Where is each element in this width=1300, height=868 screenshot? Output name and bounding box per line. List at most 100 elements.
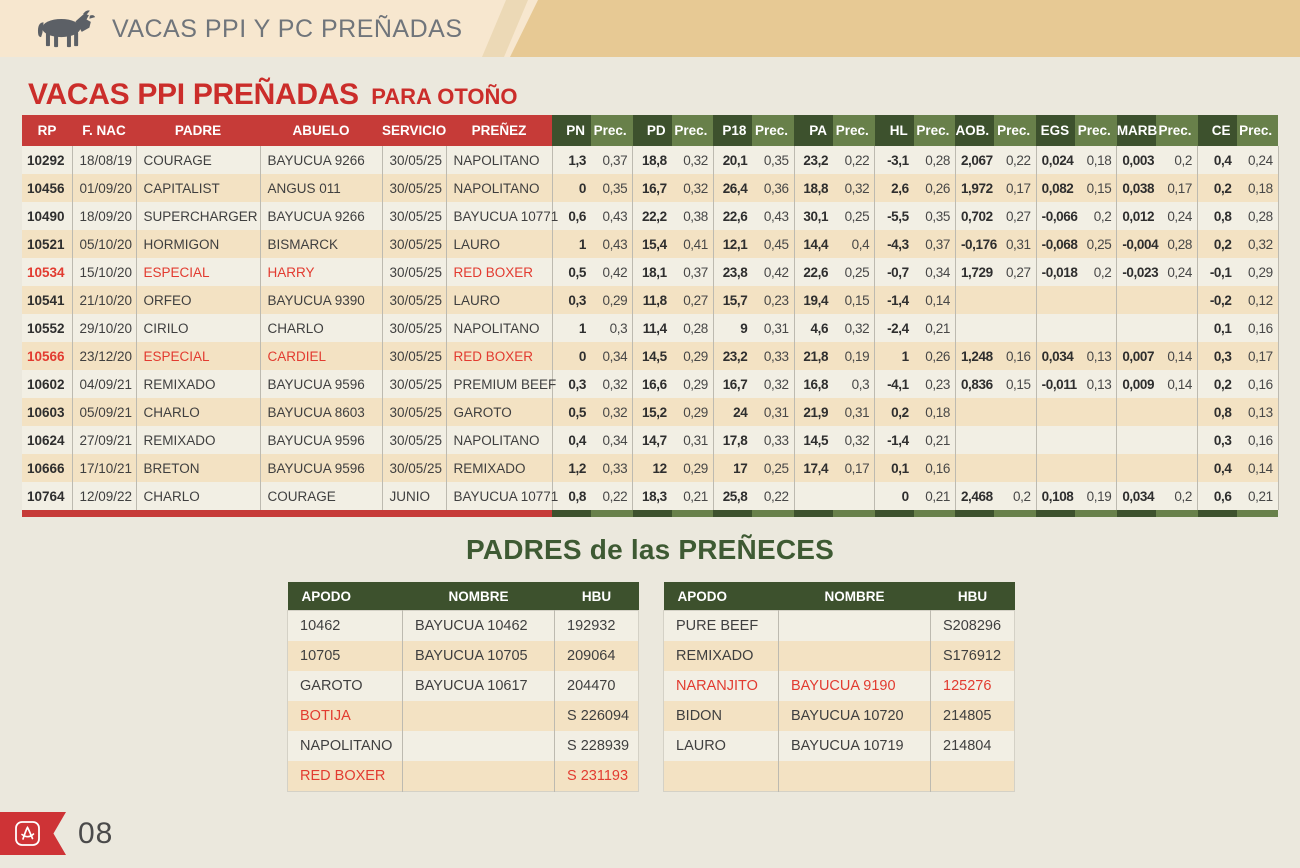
cell: 0,32 xyxy=(671,174,714,202)
cell: 0,32 xyxy=(591,398,634,426)
cell: 30/05/25 xyxy=(382,398,447,426)
cell xyxy=(1155,314,1198,342)
cell: 0,25 xyxy=(752,454,795,482)
cell: 0 xyxy=(552,174,591,202)
table-row: REMIXADO S176912 xyxy=(663,641,1015,671)
cell: 4,6 xyxy=(794,314,834,342)
cell: CAPITALIST xyxy=(136,174,261,202)
cell: 29/10/20 xyxy=(72,314,137,342)
cell: BAYUCUA 9266 xyxy=(260,202,383,230)
cell: 0,21 xyxy=(913,482,956,510)
cell: 15,2 xyxy=(632,398,672,426)
cell: 0,8 xyxy=(552,482,591,510)
column-header: HBU xyxy=(554,582,639,611)
column-header: Prec. xyxy=(833,115,875,146)
cell: 10456 xyxy=(22,174,73,202)
column-header: PD xyxy=(632,115,672,146)
cell: 0,37 xyxy=(913,230,956,258)
cell: 0,3 xyxy=(591,314,634,342)
cell: BAYUCUA 9596 xyxy=(260,454,383,482)
pdf-ribbon xyxy=(0,812,66,855)
cell: 1,729 xyxy=(955,258,995,286)
cell: NAPOLITANO xyxy=(287,731,403,761)
column-header: RP xyxy=(22,115,72,146)
cell: 0,14 xyxy=(1236,454,1279,482)
cell: 0,23 xyxy=(752,286,795,314)
cell: 30/05/25 xyxy=(382,426,447,454)
cell: 1,3 xyxy=(552,146,591,174)
cell: 0,836 xyxy=(955,370,995,398)
cell xyxy=(994,314,1037,342)
cell: 0,5 xyxy=(552,398,591,426)
cell: LAURO xyxy=(446,230,553,258)
cell: S176912 xyxy=(930,641,1015,671)
column-header: PN xyxy=(552,115,591,146)
cell: 0,16 xyxy=(913,454,956,482)
cell: 10603 xyxy=(22,398,73,426)
cell: 0,34 xyxy=(591,342,634,370)
cell: 16,6 xyxy=(632,370,672,398)
cell: 0,003 xyxy=(1116,146,1156,174)
table-row: 10666 17/10/21 BRETON BAYUCUA 9596 30/05/25 R… xyxy=(22,454,1279,482)
cell: 0,22 xyxy=(833,146,876,174)
cell: 18/09/20 xyxy=(72,202,137,230)
cell: 0,43 xyxy=(591,202,634,230)
cell: 12 xyxy=(632,454,672,482)
cell: HARRY xyxy=(260,258,383,286)
cell: 0,21 xyxy=(913,314,956,342)
cell: CHARLO xyxy=(136,398,261,426)
cell: BAYUCUA 10771 xyxy=(446,482,558,510)
cell: BAYUCUA 10462 xyxy=(402,610,555,641)
cell: 21,9 xyxy=(794,398,834,426)
cell: 10490 xyxy=(22,202,73,230)
cell: ORFEO xyxy=(136,286,261,314)
cell: 0,2 xyxy=(1075,258,1118,286)
column-header: F. NAC xyxy=(72,115,136,146)
cell: 0,23 xyxy=(913,370,956,398)
cell: 1 xyxy=(874,342,914,370)
cell: 2,6 xyxy=(874,174,914,202)
cell xyxy=(955,398,995,426)
cell: 30/05/25 xyxy=(382,230,447,258)
cell: 192932 xyxy=(554,610,639,641)
cell: 0,31 xyxy=(833,398,876,426)
cell xyxy=(778,641,931,671)
cell: 0,21 xyxy=(671,482,714,510)
cell: 0,2 xyxy=(1197,174,1237,202)
cell: 0,16 xyxy=(1236,314,1279,342)
cell xyxy=(778,610,931,641)
cell: 214805 xyxy=(930,701,1015,731)
cell: 9 xyxy=(713,314,753,342)
cell xyxy=(994,286,1037,314)
cell xyxy=(1036,426,1076,454)
cell: 0,38 xyxy=(671,202,714,230)
cell: 14,5 xyxy=(794,426,834,454)
cell: 0,13 xyxy=(1075,342,1118,370)
cell: NAPOLITANO xyxy=(446,314,553,342)
cell: 0,2 xyxy=(1155,146,1198,174)
cell: 18/08/19 xyxy=(72,146,137,174)
page-title: VACAS PPI Y PC PREÑADAS xyxy=(112,14,463,43)
cell: 0,19 xyxy=(1075,482,1118,510)
cell: HORMIGON xyxy=(136,230,261,258)
cell: 0,22 xyxy=(994,146,1037,174)
cell: 214804 xyxy=(930,731,1015,761)
cell xyxy=(1036,398,1076,426)
cell: 30/05/25 xyxy=(382,342,447,370)
cell: 17,8 xyxy=(713,426,753,454)
cell: 0,29 xyxy=(591,286,634,314)
table-row: 10552 29/10/20 CIRILO CHARLO 30/05/25 NAPOLIT… xyxy=(22,314,1279,342)
cell: 30/05/25 xyxy=(382,286,447,314)
cell: NAPOLITANO xyxy=(446,426,553,454)
cell: -1,4 xyxy=(874,286,914,314)
cell: 0,038 xyxy=(1116,174,1156,202)
cell: BAYUCUA 10771 xyxy=(446,202,558,230)
cell: 30,1 xyxy=(794,202,834,230)
cell: 0,4 xyxy=(552,426,591,454)
cell: 0,35 xyxy=(913,202,956,230)
cell: 0,14 xyxy=(1155,342,1198,370)
cell: GAROTO xyxy=(446,398,553,426)
cell: 0,33 xyxy=(752,342,795,370)
cell: 0,034 xyxy=(1116,482,1156,510)
header-row: RP F. NAC PADRE ABUELO SERVICIO PREÑEZ PN Prec.… xyxy=(22,115,1279,146)
